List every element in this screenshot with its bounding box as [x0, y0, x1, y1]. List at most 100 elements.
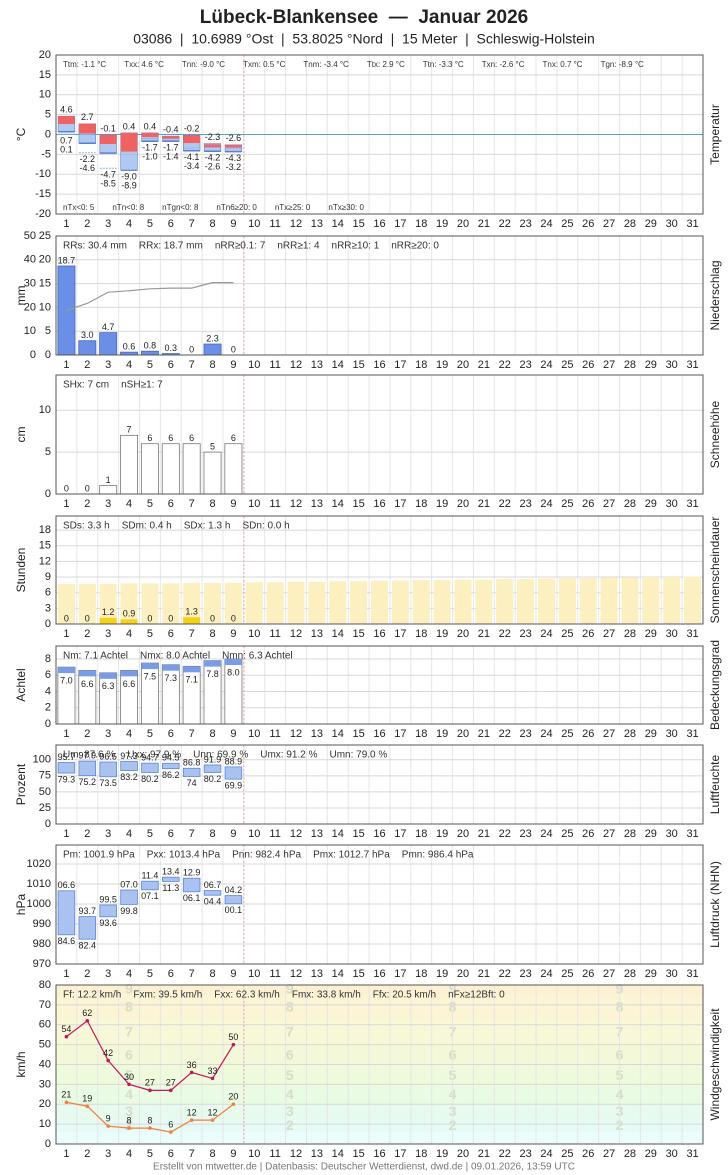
x-tick-label: 12	[290, 968, 302, 980]
x-tick-label: 19	[436, 828, 448, 840]
min-label: -4.3	[226, 153, 242, 163]
value-label: 8	[127, 1115, 132, 1125]
beaufort-label: 5	[125, 1067, 133, 1083]
x-tick-label: 27	[603, 828, 615, 840]
x-tick-label: 22	[499, 828, 511, 840]
x-tick-label: 20	[457, 828, 469, 840]
y-tick-label: 10	[39, 1118, 51, 1130]
min-label: -1.7	[163, 143, 179, 153]
x-tick-label: 22	[499, 1148, 511, 1160]
bar	[579, 578, 597, 624]
x-tick-label: 6	[168, 968, 174, 980]
value-label: 7.5	[144, 671, 157, 681]
ground-min-label: -4.6	[80, 163, 96, 173]
x-tick-label: 9	[230, 218, 236, 230]
x-tick-label: 26	[582, 968, 594, 980]
y-tick-label: 2	[45, 702, 51, 714]
x-tick-label: 6	[168, 218, 174, 230]
x-tick-label: 15	[353, 968, 365, 980]
y-tick-label: 5	[45, 446, 51, 458]
range-bar	[78, 760, 97, 777]
range-bar	[141, 762, 159, 773]
y-tick-label: -10	[35, 168, 51, 180]
x-tick-label: 21	[478, 628, 490, 640]
min-label: -4.1	[184, 152, 200, 162]
max-label: 95.7	[58, 752, 76, 762]
x-tick-label: 16	[373, 728, 385, 740]
y-axis-label: cm	[14, 427, 28, 443]
stat-text: Txn: -2.6 °C	[482, 60, 525, 69]
bar	[621, 577, 639, 624]
min-label: -1.7	[142, 143, 158, 153]
x-tick-label: 25	[561, 828, 573, 840]
x-tick-label: 3	[105, 359, 111, 371]
value-label: 3.0	[81, 330, 94, 340]
x-tick-label: 25	[561, 968, 573, 980]
station-info: 03086 | 10.6989 °Ost | 53.8025 °Nord | 1…	[133, 31, 595, 47]
panel-label: Windgeschwindigkeit	[708, 1008, 722, 1121]
x-tick-label: 29	[645, 728, 657, 740]
beaufort-label: 4	[125, 1086, 133, 1102]
min-label: 73.5	[99, 778, 117, 788]
x-tick-label: 14	[332, 968, 344, 980]
bar	[99, 485, 118, 495]
temp-max-segment	[162, 136, 180, 139]
bar-cap	[203, 660, 222, 667]
max-label: 06.6	[58, 880, 76, 890]
x-tick-label: 3	[105, 728, 111, 740]
y2-tick-label: 30	[24, 278, 36, 290]
stat-text: Fmx: 33.8 km/h	[292, 990, 361, 1001]
x-tick-label: 27	[603, 218, 615, 230]
x-tick-label: 11	[269, 728, 280, 740]
x-tick-label: 25	[561, 498, 573, 510]
x-tick-label: 30	[666, 728, 678, 740]
max-label: 0.4	[123, 121, 136, 131]
x-tick-label: 8	[209, 828, 215, 840]
stat-text: Pnn: 982.4 hPa	[232, 850, 301, 861]
x-tick-label: 29	[645, 218, 657, 230]
x-tick-label: 10	[248, 498, 260, 510]
bar	[141, 583, 159, 624]
wind-point	[127, 1082, 131, 1087]
x-tick-label: 22	[499, 359, 511, 371]
temp-max-segment	[141, 132, 159, 138]
x-tick-label: 25	[561, 218, 573, 230]
x-tick-label: 1	[63, 728, 69, 740]
y2-tick-label: 0	[30, 349, 36, 361]
x-tick-label: 30	[666, 828, 678, 840]
range-bar	[57, 890, 76, 936]
x-tick-label: 17	[394, 728, 406, 740]
x-tick-label: 2	[84, 498, 90, 510]
x-tick-label: 22	[499, 968, 511, 980]
x-tick-label: 5	[147, 498, 153, 510]
value-label: 6	[168, 1119, 173, 1129]
bar	[203, 582, 222, 624]
min-label: 74	[187, 778, 197, 788]
temp-max-segment	[225, 144, 242, 149]
x-tick-label: 18	[415, 628, 427, 640]
x-tick-label: 20	[457, 968, 469, 980]
bar	[161, 443, 180, 495]
x-tick-label: 31	[686, 968, 698, 980]
x-tick-label: 2	[84, 828, 90, 840]
stat-text: Nmn: 6.3 Achtel	[222, 651, 293, 662]
x-tick-label: 24	[540, 828, 552, 840]
value-label: 50	[228, 1032, 238, 1042]
x-tick-label: 29	[645, 968, 657, 980]
value-label: 7.1	[185, 675, 198, 685]
beaufort-label: 8	[125, 999, 133, 1015]
y-tick-label: 0	[45, 1138, 51, 1150]
beaufort-label: 9	[125, 981, 133, 997]
value-label: 0	[147, 613, 152, 623]
ground-min-label: -1.0	[142, 152, 158, 162]
value-label: 9	[106, 1113, 111, 1123]
x-tick-label: 21	[478, 1148, 490, 1160]
x-tick-label: 14	[332, 828, 344, 840]
value-label: 21	[61, 1090, 71, 1100]
stat-text: nRR≥0.1: 7	[215, 241, 266, 252]
y-tick-label: 4	[45, 685, 51, 697]
bar	[537, 578, 556, 624]
wind-point	[85, 1018, 90, 1023]
range-bar	[162, 876, 180, 882]
